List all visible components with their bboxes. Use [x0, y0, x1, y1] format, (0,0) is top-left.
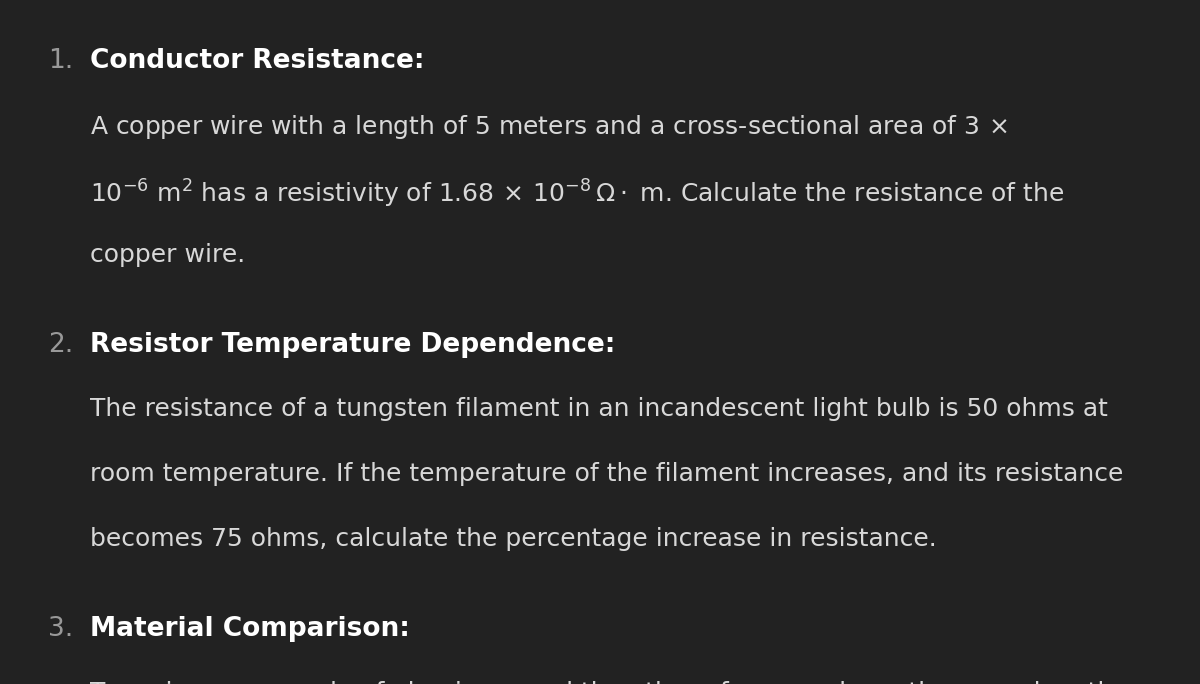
Text: 3.: 3.	[48, 616, 73, 642]
Text: 1.: 1.	[48, 48, 73, 74]
Text: Material Comparison:: Material Comparison:	[90, 616, 410, 642]
Text: Resistor Temperature Dependence:: Resistor Temperature Dependence:	[90, 332, 616, 358]
Text: The resistance of a tungsten filament in an incandescent light bulb is 50 ohms a: The resistance of a tungsten filament in…	[90, 397, 1108, 421]
Text: Two wires, one made of aluminum and the other of copper, have the same length: Two wires, one made of aluminum and the …	[90, 681, 1114, 684]
Text: 2.: 2.	[48, 332, 73, 358]
Text: A copper wire with a length of 5 meters and a cross-sectional area of $3\,\times: A copper wire with a length of 5 meters …	[90, 113, 1008, 141]
Text: Conductor Resistance:: Conductor Resistance:	[90, 48, 425, 74]
Text: $10^{-6}$ m$^{2}$ has a resistivity of $1.68\,\times\,10^{-8}\,\Omega\cdot$ m. C: $10^{-6}$ m$^{2}$ has a resistivity of $…	[90, 178, 1064, 210]
Text: room temperature. If the temperature of the filament increases, and its resistan: room temperature. If the temperature of …	[90, 462, 1123, 486]
Text: copper wire.: copper wire.	[90, 243, 245, 267]
Text: becomes 75 ohms, calculate the percentage increase in resistance.: becomes 75 ohms, calculate the percentag…	[90, 527, 937, 551]
